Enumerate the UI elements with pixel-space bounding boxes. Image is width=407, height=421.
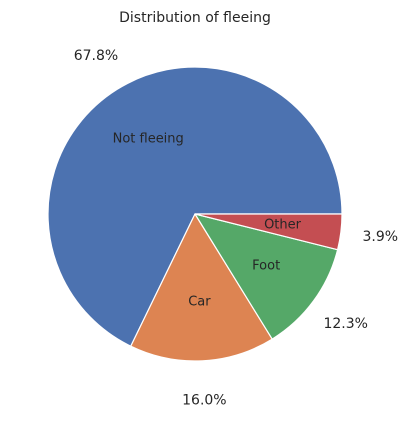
slice-label: Car bbox=[188, 295, 211, 310]
pie-slices bbox=[47, 66, 343, 362]
pie-labels: Not fleeing 67.8% Car 16.0% Foot 12.3% Other 3.… bbox=[74, 48, 398, 409]
chart-title: Distribution of fleeing bbox=[119, 10, 271, 26]
pie-slice-not-fleeing bbox=[47, 66, 343, 347]
slice-label: Foot bbox=[252, 259, 280, 274]
pie-slice-car bbox=[130, 213, 273, 362]
slice-percent-label: 3.9% bbox=[363, 229, 399, 245]
slice-label: Not fleeing bbox=[113, 132, 184, 147]
slice-percent-label: 12.3% bbox=[323, 316, 367, 332]
pie-slice-other bbox=[194, 213, 343, 251]
slice-label: Other bbox=[264, 217, 302, 232]
pie-slice-foot bbox=[194, 213, 339, 340]
slice-percent-label: 67.8% bbox=[74, 48, 118, 64]
slice-percent-label: 16.0% bbox=[182, 392, 226, 408]
